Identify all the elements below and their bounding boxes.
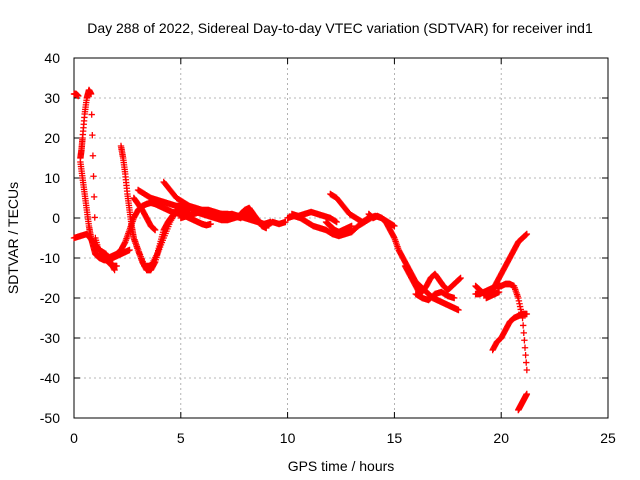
data-point-plus bbox=[523, 390, 531, 398]
x-tick-label: 25 bbox=[600, 430, 616, 446]
data-point-plus bbox=[521, 344, 529, 351]
data-point-plus bbox=[89, 152, 97, 159]
data-point-plus bbox=[348, 222, 355, 230]
data-point-plus bbox=[457, 274, 464, 282]
data-point-plus bbox=[263, 224, 270, 232]
grid bbox=[74, 58, 608, 418]
y-tick-label: 10 bbox=[44, 170, 60, 186]
x-tick-label: 20 bbox=[493, 430, 509, 446]
data-point-plus bbox=[111, 266, 118, 274]
data-point-plus bbox=[521, 337, 528, 344]
data-point-plus bbox=[282, 218, 289, 226]
data-point-plus bbox=[333, 218, 340, 226]
y-axis-label: SDTVAR / TECUs bbox=[5, 182, 21, 294]
series-arc-14 bbox=[288, 208, 340, 226]
series-arc-15 bbox=[322, 218, 355, 236]
y-tick-label: 30 bbox=[44, 90, 60, 106]
series-arc-19 bbox=[412, 288, 458, 304]
x-tick-label: 5 bbox=[177, 430, 185, 446]
data-point-plus bbox=[495, 288, 503, 296]
x-tick-label: 15 bbox=[387, 430, 403, 446]
y-tick-label: 0 bbox=[52, 210, 60, 226]
data-point-plus bbox=[519, 322, 527, 329]
axes: 0 5 10 15 20 25 -50 -40 -30 -20 -10 0 10 20 30 40 bbox=[40, 50, 616, 446]
series-arc-23 bbox=[489, 310, 531, 354]
y-tick-label: -50 bbox=[40, 410, 60, 426]
data-point-plus bbox=[267, 218, 274, 226]
series-arc-24 bbox=[515, 390, 531, 414]
data-point-plus bbox=[151, 226, 159, 234]
data-point-plus bbox=[91, 214, 98, 221]
data-point-plus bbox=[90, 193, 98, 201]
data-point-plus bbox=[522, 351, 529, 359]
series-arc-18 bbox=[401, 262, 464, 296]
x-axis-label: GPS time / hours bbox=[288, 458, 395, 474]
data-point-plus bbox=[523, 366, 531, 374]
series-arc-22 bbox=[483, 288, 503, 302]
data-marks bbox=[70, 86, 531, 414]
data-point-plus bbox=[87, 90, 95, 98]
data-point-plus bbox=[523, 230, 531, 238]
y-tick-label: -20 bbox=[40, 290, 60, 306]
y-tick-label: 40 bbox=[44, 50, 60, 66]
data-point-plus bbox=[88, 111, 95, 118]
data-point-plus bbox=[126, 246, 133, 254]
data-point-plus bbox=[391, 222, 398, 230]
data-point-plus bbox=[451, 294, 458, 302]
data-point-plus bbox=[520, 329, 527, 337]
y-tick-label: -10 bbox=[40, 250, 60, 266]
data-point-plus bbox=[523, 359, 530, 366]
y-tick-label: -30 bbox=[40, 330, 60, 346]
y-tick-label: -40 bbox=[40, 370, 60, 386]
chart-title: Day 288 of 2022, Sidereal Day-to-day VTE… bbox=[87, 20, 593, 36]
series-arc-8 bbox=[130, 194, 159, 234]
series-arc-12 bbox=[237, 204, 270, 232]
x-tick-label: 0 bbox=[70, 430, 78, 446]
series-arc-21 bbox=[472, 280, 531, 374]
data-point-plus bbox=[90, 173, 97, 180]
series-arc-1 bbox=[70, 90, 82, 100]
data-point-plus bbox=[523, 310, 531, 318]
y-tick-label: 20 bbox=[44, 130, 60, 146]
data-point-plus bbox=[75, 92, 82, 100]
data-point-plus bbox=[207, 220, 214, 228]
x-tick-label: 10 bbox=[280, 430, 296, 446]
data-point-plus bbox=[89, 131, 96, 139]
data-point-plus bbox=[455, 306, 462, 314]
